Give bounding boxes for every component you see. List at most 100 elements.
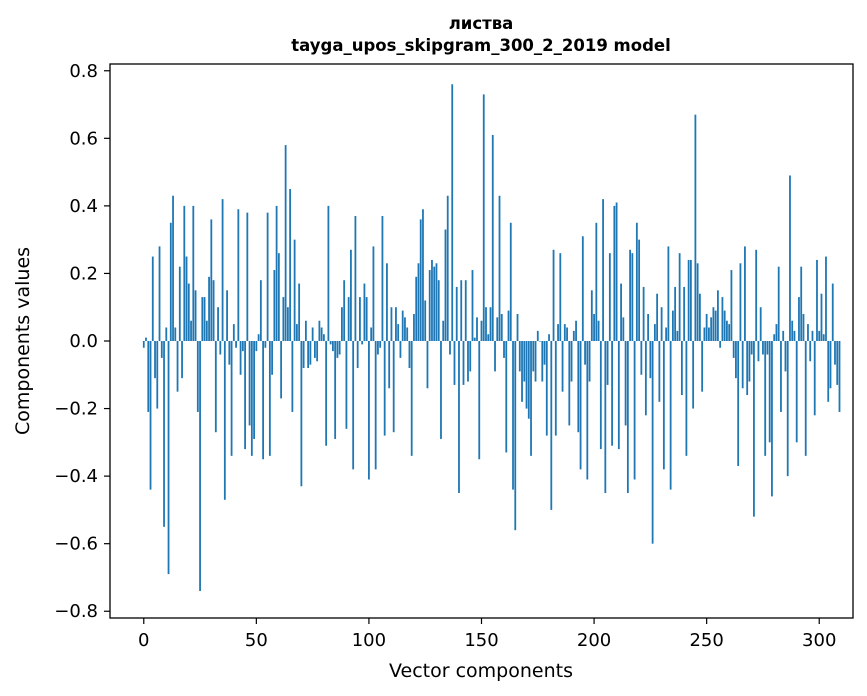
bar-component-303 bbox=[825, 256, 827, 341]
bar-component-278 bbox=[768, 341, 771, 443]
bar-component-213 bbox=[622, 317, 625, 341]
bar-component-66 bbox=[291, 341, 294, 412]
bar-component-37 bbox=[226, 290, 228, 341]
bar-component-131 bbox=[437, 280, 440, 341]
bar-component-255 bbox=[717, 290, 719, 341]
bar-component-208 bbox=[611, 341, 613, 446]
bar-component-298 bbox=[813, 341, 816, 416]
bar-component-277 bbox=[766, 341, 769, 355]
bar-component-169 bbox=[523, 341, 526, 382]
bar-component-117 bbox=[406, 327, 409, 341]
bar-component-265 bbox=[739, 263, 742, 341]
bar-component-69 bbox=[298, 283, 301, 341]
bar-component-263 bbox=[735, 341, 737, 379]
bar-component-76 bbox=[313, 341, 316, 358]
bar-component-102 bbox=[372, 246, 375, 341]
bar-component-118 bbox=[408, 341, 411, 369]
bar-component-264 bbox=[737, 341, 740, 466]
x-tick-label: 100 bbox=[352, 630, 386, 651]
bar-component-33 bbox=[217, 307, 219, 341]
bar-component-179 bbox=[545, 341, 548, 436]
bar-component-222 bbox=[642, 286, 645, 341]
bar-component-31 bbox=[212, 280, 215, 341]
y-tick-label: 0.2 bbox=[69, 263, 98, 284]
bar-component-223 bbox=[644, 341, 647, 416]
bar-component-145 bbox=[469, 341, 472, 372]
bar-component-137 bbox=[451, 84, 454, 342]
bar-component-185 bbox=[559, 253, 562, 341]
bar-component-210 bbox=[615, 202, 618, 341]
bar-component-45 bbox=[244, 341, 246, 450]
bar-component-138 bbox=[453, 341, 456, 385]
bar-component-232 bbox=[665, 327, 668, 341]
bar-component-143 bbox=[464, 280, 467, 341]
bar-component-288 bbox=[791, 320, 794, 341]
bar-component-84 bbox=[332, 341, 334, 352]
bar-component-302 bbox=[822, 334, 825, 341]
bar-component-292 bbox=[800, 266, 803, 341]
bar-component-26 bbox=[201, 297, 204, 341]
bar-component-274 bbox=[759, 307, 762, 341]
bar-component-268 bbox=[746, 341, 749, 396]
bar-component-53 bbox=[262, 341, 264, 460]
bar-component-291 bbox=[798, 297, 800, 341]
bar-component-34 bbox=[219, 341, 222, 355]
bar-component-164 bbox=[512, 341, 514, 490]
y-tick-label: −0.8 bbox=[54, 601, 98, 622]
bar-component-275 bbox=[762, 341, 764, 355]
bar-component-156 bbox=[494, 341, 496, 372]
bar-component-172 bbox=[530, 341, 532, 456]
bar-component-250 bbox=[705, 313, 708, 341]
x-tick-label: 150 bbox=[464, 630, 498, 651]
plot-frame bbox=[109, 63, 854, 619]
bar-component-300 bbox=[818, 330, 821, 341]
bar-component-221 bbox=[640, 341, 643, 375]
bar-component-43 bbox=[239, 341, 242, 375]
bar-component-231 bbox=[662, 341, 665, 470]
bar-component-14 bbox=[174, 327, 177, 341]
bar-component-166 bbox=[516, 313, 519, 341]
y-tick-label: 0.8 bbox=[69, 61, 98, 82]
bar-component-64 bbox=[286, 307, 289, 341]
bar-component-181 bbox=[550, 341, 553, 510]
bar-component-109 bbox=[388, 341, 391, 389]
bar-component-129 bbox=[433, 266, 436, 341]
bar-component-240 bbox=[683, 286, 686, 341]
bar-component-32 bbox=[214, 341, 217, 433]
bar-component-305 bbox=[829, 341, 832, 389]
bar-component-48 bbox=[250, 341, 253, 456]
bar-component-150 bbox=[480, 320, 483, 341]
bar-component-47 bbox=[248, 341, 251, 426]
bar-component-140 bbox=[458, 341, 460, 494]
bar-component-60 bbox=[277, 253, 280, 341]
bar-component-9 bbox=[163, 341, 165, 527]
bar-component-233 bbox=[667, 246, 670, 341]
bar-component-38 bbox=[228, 341, 231, 365]
y-tick-label: 0.6 bbox=[69, 128, 98, 149]
bar-component-4 bbox=[151, 256, 154, 341]
bar-component-192 bbox=[575, 320, 577, 341]
y-axis-label: Components values bbox=[12, 247, 34, 435]
bar-component-110 bbox=[390, 307, 393, 341]
bar-component-260 bbox=[728, 324, 731, 341]
bar-component-59 bbox=[275, 205, 278, 341]
bar-component-148 bbox=[476, 317, 478, 341]
bar-component-219 bbox=[635, 222, 638, 341]
bar-component-155 bbox=[491, 134, 494, 341]
bar-component-190 bbox=[570, 341, 573, 382]
bar-component-83 bbox=[329, 341, 332, 345]
bar-component-62 bbox=[282, 297, 285, 341]
bar-component-105 bbox=[379, 341, 382, 348]
bar-component-121 bbox=[415, 276, 418, 341]
bar-component-101 bbox=[370, 327, 373, 341]
bar-component-289 bbox=[793, 330, 796, 341]
bar-component-19 bbox=[185, 256, 188, 341]
bar-component-147 bbox=[473, 337, 476, 341]
bar-component-279 bbox=[771, 341, 773, 497]
bar-component-229 bbox=[658, 341, 661, 402]
bar-component-149 bbox=[478, 341, 481, 460]
bar-component-245 bbox=[694, 114, 697, 341]
bar-component-239 bbox=[680, 341, 683, 396]
bar-component-134 bbox=[444, 229, 447, 341]
